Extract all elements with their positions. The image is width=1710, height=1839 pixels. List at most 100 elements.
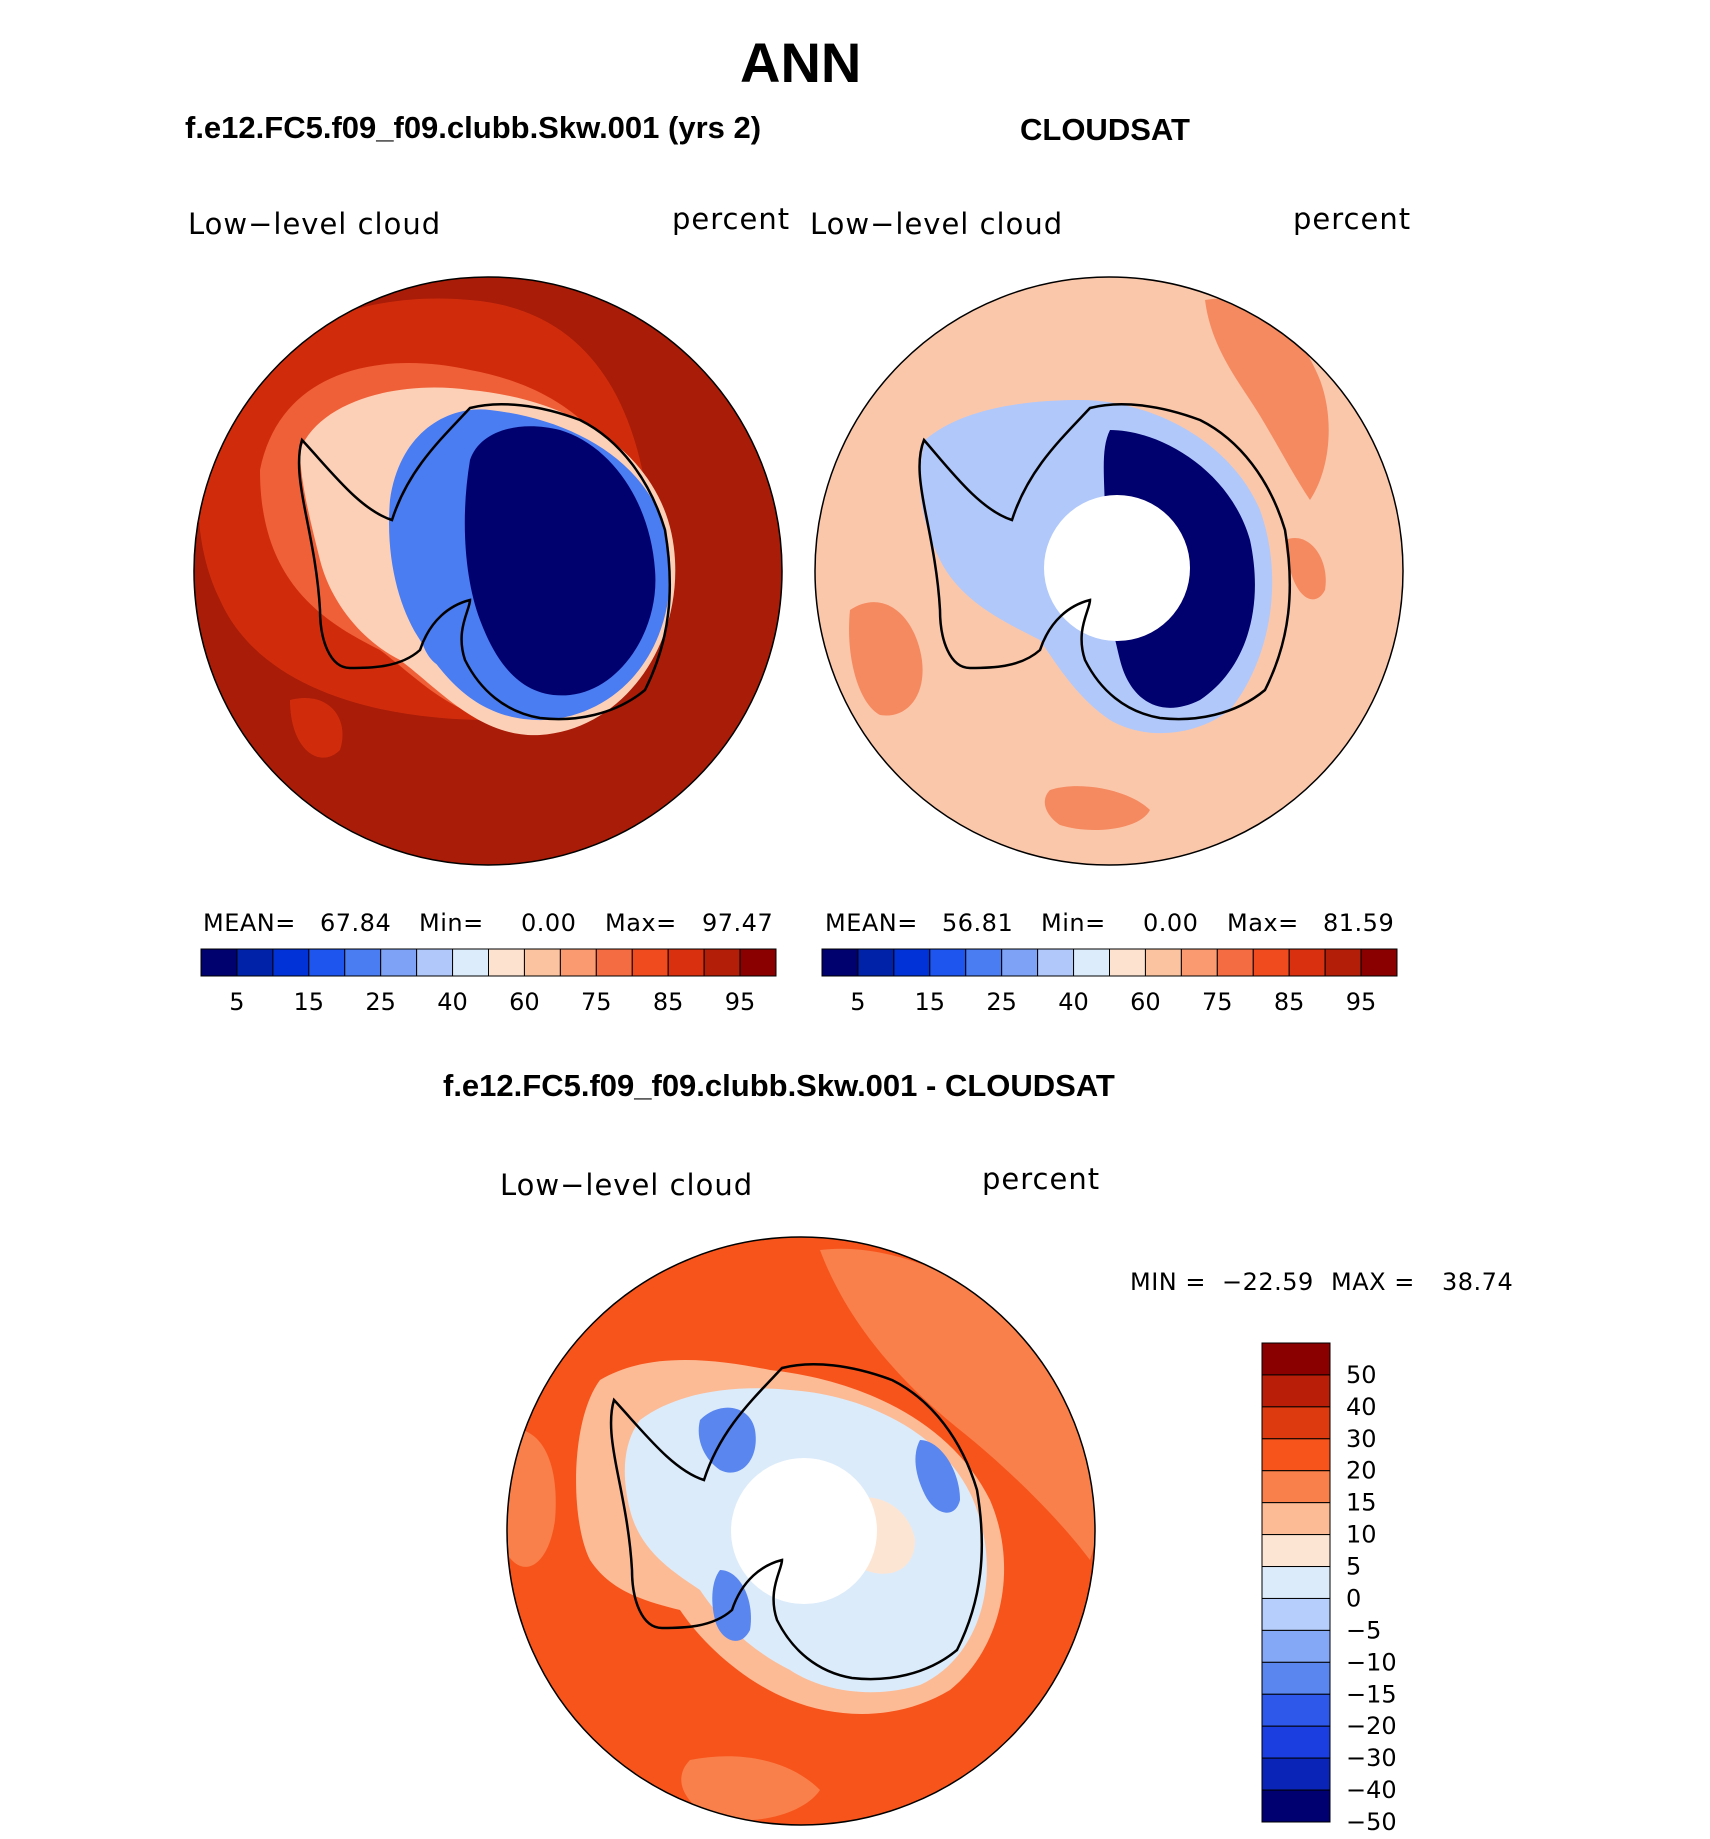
diff-colorbar-tick-label: −5: [1346, 1616, 1381, 1644]
model-colorbar-swatch: [416, 948, 454, 977]
model-map: [194, 277, 782, 865]
diff-colorbar-swatch: [1261, 1661, 1331, 1695]
model-colorbar-swatch: [452, 948, 489, 977]
obs-colorbar-swatch: [821, 948, 859, 977]
obs-colorbar-swatch: [965, 948, 1003, 977]
model-colorbar-tick-label: 25: [365, 988, 396, 1016]
diff-colorbar-tick-label: 50: [1346, 1361, 1377, 1389]
diff-colorbar-tick-label: −15: [1346, 1680, 1397, 1708]
obs-colorbar-swatch: [1180, 948, 1218, 977]
obs-variable-label: Low−level cloud: [810, 207, 1064, 241]
model-colorbar-tick-label: 15: [294, 988, 325, 1016]
diff-colorbar-tick-label: −30: [1346, 1744, 1397, 1772]
obs-colorbar-tick-label: 25: [986, 988, 1017, 1016]
obs-panel-title: CLOUDSAT: [1020, 112, 1190, 147]
model-colorbar-swatch: [667, 948, 705, 977]
obs-colorbar-tick-label: 15: [915, 988, 946, 1016]
diff-colorbar-swatch: [1261, 1374, 1331, 1408]
model-colorbar-tick-label: 85: [653, 988, 684, 1016]
model-colorbar-swatch: [344, 948, 382, 977]
model-colorbar-swatch: [308, 948, 346, 977]
diff-max-label: MAX =: [1331, 1268, 1415, 1296]
model-colorbar-swatch: [595, 948, 633, 977]
diff-panel-title: f.e12.FC5.f09_f09.clubb.Skw.001 - CLOUDS…: [443, 1068, 1115, 1103]
obs-colorbar-swatch: [1360, 948, 1398, 977]
model-colorbar-swatch: [200, 948, 238, 977]
model-colorbar-tick-label: 95: [725, 988, 756, 1016]
figure-title: ANN: [740, 31, 862, 94]
diff-colorbar-swatch: [1261, 1566, 1331, 1599]
model-colorbar-swatch: [380, 948, 418, 977]
obs-colorbar-tick-label: 85: [1274, 988, 1305, 1016]
model-colorbar-swatch: [559, 948, 597, 977]
obs-colorbar-swatch: [1216, 948, 1254, 977]
obs-mean-value: 56.81: [942, 909, 1014, 937]
model-mean-value: 67.84: [320, 909, 392, 937]
model-panel-title: f.e12.FC5.f09_f09.clubb.Skw.001 (yrs 2): [185, 110, 762, 145]
obs-colorbar-swatch: [1073, 948, 1110, 977]
obs-min-label: Min=: [1041, 909, 1106, 937]
model-colorbar-swatch: [488, 948, 525, 977]
model-units-label: percent: [672, 202, 791, 236]
obs-colorbar-swatch: [1324, 948, 1362, 977]
obs-colorbar-swatch: [1037, 948, 1075, 977]
obs-colorbar-tick-label: 60: [1130, 988, 1161, 1016]
model-colorbar-swatch: [703, 948, 741, 977]
diff-colorbar-swatch: [1261, 1693, 1331, 1727]
diff-colorbar-swatch: [1261, 1534, 1331, 1568]
model-min-value: 0.00: [521, 909, 577, 937]
diff-colorbar-tick-label: 15: [1346, 1489, 1377, 1517]
diff-units-label: percent: [982, 1162, 1101, 1196]
obs-colorbar-swatch: [1144, 948, 1182, 977]
obs-units-label: percent: [1293, 202, 1412, 236]
obs-colorbar-swatch: [1252, 948, 1290, 977]
model-colorbar-swatch: [631, 948, 669, 977]
diff-colorbar-swatch: [1261, 1629, 1331, 1663]
diff-colorbar-swatch: [1261, 1470, 1331, 1504]
obs-max-label: Max=: [1227, 909, 1299, 937]
diff-colorbar-tick-label: 10: [1346, 1521, 1377, 1549]
diff-colorbar-tick-label: 0: [1346, 1584, 1361, 1612]
obs-colorbar-tick-label: 95: [1346, 988, 1377, 1016]
diff-colorbar-swatch: [1261, 1789, 1331, 1823]
obs-max-value: 81.59: [1323, 909, 1395, 937]
diff-max-value: 38.74: [1442, 1268, 1514, 1296]
diff-colorbar-tick-label: 5: [1346, 1553, 1361, 1581]
model-max-value: 97.47: [702, 909, 774, 937]
diff-colorbar-tick-label: 40: [1346, 1393, 1377, 1421]
model-mean-label: MEAN=: [203, 909, 296, 937]
diff-colorbar-tick-label: 20: [1346, 1457, 1377, 1485]
diff-colorbar-tick-label: −10: [1346, 1648, 1397, 1676]
obs-mean-label: MEAN=: [825, 909, 918, 937]
model-min-label: Min=: [419, 909, 484, 937]
model-colorbar-swatch: [236, 948, 274, 977]
obs-colorbar-tick-label: 40: [1058, 988, 1089, 1016]
diff-variable-label: Low−level cloud: [500, 1168, 754, 1202]
diff-colorbar-tick-label: −50: [1346, 1808, 1397, 1836]
diff-colorbar-swatch: [1261, 1725, 1331, 1759]
diff-colorbar-swatch: [1261, 1502, 1331, 1536]
obs-colorbar: 5 15 25 40 60 75 85 95: [821, 948, 1398, 1016]
model-variable-label: Low−level cloud: [188, 207, 442, 241]
diff-min-value: −22.59: [1222, 1268, 1314, 1296]
obs-colorbar-swatch: [1288, 948, 1326, 977]
model-colorbar-tick-label: 60: [509, 988, 540, 1016]
model-colorbar: 5 15 25 40 60 75 85 95: [200, 948, 777, 1016]
diff-colorbar-tick-label: 30: [1346, 1425, 1377, 1453]
obs-min-value: 0.00: [1143, 909, 1199, 937]
obs-colorbar-tick-label: 5: [850, 988, 865, 1016]
diff-colorbar-swatch: [1261, 1757, 1331, 1791]
diff-colorbar-swatch: [1261, 1597, 1331, 1631]
obs-map: [815, 277, 1403, 865]
obs-colorbar-swatch: [893, 948, 931, 977]
diff-colorbar-swatch: [1261, 1342, 1331, 1376]
obs-colorbar-tick-label: 75: [1202, 988, 1233, 1016]
model-colorbar-tick-label: 40: [437, 988, 468, 1016]
model-colorbar-tick-label: 5: [229, 988, 244, 1016]
diff-colorbar-swatch: [1261, 1406, 1331, 1440]
diff-colorbar-swatch: [1261, 1438, 1331, 1472]
diff-colorbar-tick-label: −40: [1346, 1776, 1397, 1804]
diff-map: [507, 1237, 1095, 1825]
